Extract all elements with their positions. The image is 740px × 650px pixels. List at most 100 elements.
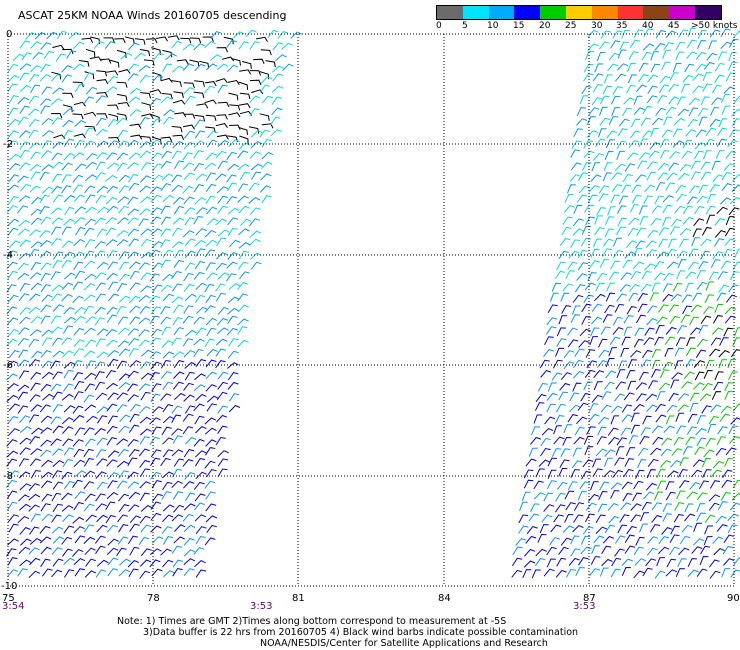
wind-barb bbox=[217, 101, 230, 108]
wind-barb bbox=[705, 281, 715, 291]
wind-barb bbox=[7, 557, 18, 566]
wind-barb bbox=[94, 250, 106, 259]
wind-barb bbox=[8, 196, 19, 205]
wind-barb bbox=[555, 347, 565, 357]
wind-barb bbox=[41, 337, 52, 346]
wind-barb bbox=[553, 514, 564, 523]
wind-barb bbox=[94, 371, 105, 380]
wind-barb bbox=[20, 183, 32, 192]
wind-barb bbox=[140, 504, 153, 512]
wind-barb bbox=[63, 272, 76, 280]
wind-barb bbox=[684, 503, 694, 513]
wind-barb bbox=[677, 468, 688, 478]
wind-barb bbox=[172, 134, 185, 141]
wind-barb bbox=[261, 195, 272, 204]
wind-barb bbox=[216, 237, 227, 246]
wind-barb bbox=[18, 195, 31, 203]
wind-barb bbox=[624, 163, 636, 172]
wind-barb bbox=[127, 383, 138, 392]
wind-barb bbox=[85, 514, 97, 523]
wind-barb bbox=[182, 43, 195, 51]
wind-barb bbox=[51, 112, 63, 119]
wind-barb bbox=[171, 449, 184, 457]
wind-barb bbox=[7, 184, 19, 192]
wind-barb bbox=[675, 185, 687, 194]
wind-barb bbox=[127, 162, 139, 170]
wind-barb bbox=[129, 295, 141, 304]
wind-barb bbox=[651, 425, 663, 434]
wind-barb bbox=[63, 569, 75, 578]
wind-barb bbox=[715, 515, 727, 524]
wind-barb bbox=[641, 270, 652, 280]
wind-barb bbox=[662, 294, 674, 302]
wind-barb bbox=[29, 329, 42, 337]
wind-barb bbox=[609, 336, 621, 345]
wind-barb bbox=[6, 250, 18, 259]
wind-barb bbox=[149, 372, 160, 381]
wind-barb bbox=[28, 504, 40, 512]
wind-barb bbox=[107, 140, 120, 148]
wind-barb bbox=[193, 403, 205, 412]
wind-barb bbox=[127, 394, 139, 402]
wind-barb bbox=[635, 382, 647, 390]
wind-barb bbox=[290, 31, 302, 39]
wind-barb bbox=[183, 549, 196, 557]
wind-barb bbox=[64, 480, 75, 489]
wind-barb bbox=[573, 502, 585, 511]
wind-barb bbox=[52, 404, 63, 413]
wind-barb bbox=[555, 492, 566, 502]
wind-barb bbox=[639, 152, 651, 160]
wind-barb bbox=[725, 216, 735, 226]
wind-barb bbox=[61, 417, 74, 425]
wind-barb bbox=[640, 283, 652, 292]
wind-barb bbox=[183, 394, 195, 402]
wind-barb bbox=[215, 150, 227, 159]
wind-barb bbox=[106, 425, 118, 434]
wind-barb bbox=[29, 142, 41, 150]
wind-barb bbox=[226, 261, 238, 269]
wind-barb bbox=[587, 43, 599, 51]
wind-barb bbox=[39, 536, 52, 544]
wind-barb bbox=[183, 141, 195, 150]
wind-barb bbox=[237, 163, 250, 171]
wind-barb bbox=[574, 284, 586, 293]
pass-times: 3:54 3:53 3:53 bbox=[2, 601, 595, 612]
wind-barb bbox=[642, 415, 652, 425]
wind-barb bbox=[731, 109, 740, 117]
wind-barb bbox=[105, 239, 118, 247]
wind-barb bbox=[650, 51, 659, 61]
wind-barb bbox=[195, 393, 207, 402]
wind-barb bbox=[565, 502, 576, 511]
wind-barb bbox=[250, 261, 262, 270]
legend-tick-label: 10 bbox=[487, 21, 499, 31]
wind-barb bbox=[94, 217, 106, 226]
wind-barb bbox=[712, 460, 725, 469]
wind-barb bbox=[699, 555, 709, 566]
wind-barb bbox=[710, 259, 721, 268]
wind-barb bbox=[129, 515, 141, 524]
wind-barb bbox=[681, 381, 693, 389]
wind-barb bbox=[61, 504, 74, 512]
wind-barb bbox=[40, 315, 51, 325]
wind-barb bbox=[184, 250, 196, 259]
wind-barb bbox=[176, 59, 189, 65]
wind-barb bbox=[703, 449, 715, 458]
wind-barb bbox=[162, 404, 174, 413]
wind-barb bbox=[7, 218, 20, 226]
wind-barb bbox=[30, 241, 43, 249]
wind-barb bbox=[675, 41, 686, 51]
wind-barb bbox=[139, 74, 151, 83]
wind-barb bbox=[714, 303, 724, 313]
wind-barb bbox=[696, 492, 708, 501]
wind-barb bbox=[610, 40, 621, 49]
wind-barb bbox=[239, 92, 251, 100]
wind-barb bbox=[206, 524, 218, 533]
wind-barb bbox=[162, 351, 174, 359]
wind-barb bbox=[572, 218, 584, 227]
wind-barb bbox=[139, 481, 151, 489]
wind-barb bbox=[651, 502, 663, 511]
wind-barb bbox=[217, 195, 229, 204]
wind-barb bbox=[84, 125, 96, 132]
wind-barb bbox=[272, 65, 284, 73]
wind-barb bbox=[29, 458, 41, 467]
